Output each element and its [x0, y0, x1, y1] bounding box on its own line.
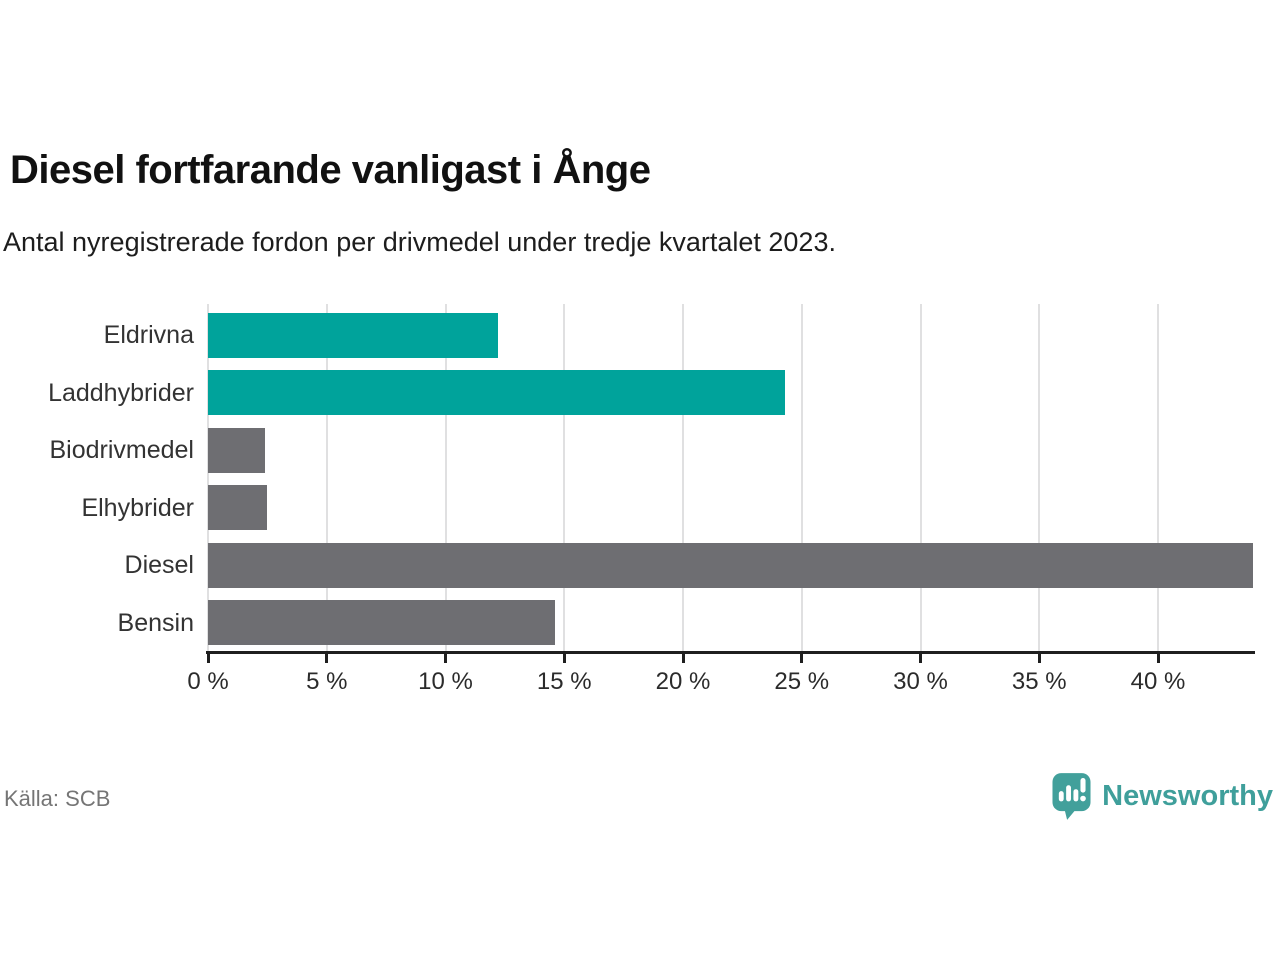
gridline	[563, 304, 566, 651]
gridline	[919, 304, 922, 651]
newsworthy-speech-bubble-bar-chart-icon	[1052, 772, 1091, 821]
x-axis-tick-label: 10 %	[418, 668, 473, 695]
gridline	[207, 304, 209, 651]
x-axis-tick-label: 40 %	[1130, 668, 1186, 695]
category-label: Laddhybrider	[48, 378, 194, 407]
x-axis-tick-label: 5 %	[306, 668, 348, 695]
x-axis-tick	[206, 654, 210, 663]
x-axis-tick-label: 35 %	[1011, 668, 1067, 695]
bar-biodrivmedel	[208, 427, 265, 473]
category-label: Biodrivmedel	[49, 436, 194, 464]
x-axis-tick-label: 25 %	[774, 668, 830, 695]
bar-laddhybrider	[208, 370, 786, 415]
chart-subtitle: Antal nyregistrerade fordon per drivmede…	[3, 227, 836, 257]
x-axis-tick	[325, 654, 329, 663]
brand-wordmark: Newsworthy	[1102, 779, 1273, 812]
x-axis-tick-label: 30 %	[893, 668, 948, 695]
gridline	[325, 304, 328, 651]
bar-eldrivna	[208, 312, 498, 358]
x-axis-tick-label: 20 %	[655, 668, 711, 695]
x-axis-line	[206, 651, 1255, 654]
category-label: Diesel	[124, 551, 194, 579]
category-label: Bensin	[117, 608, 194, 637]
bar-elhybrider	[208, 485, 268, 530]
gridline	[1038, 304, 1041, 651]
chart-title: Diesel fortfarande vanligast i Ånge	[10, 148, 651, 192]
x-axis-tick	[800, 654, 804, 663]
category-label: Elhybrider	[81, 493, 194, 522]
x-axis-tick	[681, 654, 685, 663]
x-axis-tick	[1037, 654, 1041, 663]
brand-logo: Newsworthy	[1052, 770, 1273, 822]
source-text: Källa: SCB	[4, 786, 111, 811]
gridline	[800, 304, 803, 651]
gridline	[682, 304, 684, 651]
x-axis-tick-label: 15 %	[536, 668, 592, 695]
x-axis-tick	[919, 654, 922, 663]
gridline	[444, 304, 447, 651]
x-axis-tick	[562, 654, 566, 663]
bar-bensin	[208, 600, 555, 645]
category-label: Eldrivna	[103, 321, 194, 349]
bar-chart: Eldrivna Laddhybrider Biodrivmedel Elhybrid…	[48, 304, 1255, 695]
gridline	[1157, 304, 1159, 651]
bar-diesel	[208, 542, 1253, 588]
x-axis-tick-label: 0 %	[187, 668, 229, 695]
x-axis-tick	[1156, 654, 1160, 663]
x-axis-tick	[444, 654, 447, 663]
